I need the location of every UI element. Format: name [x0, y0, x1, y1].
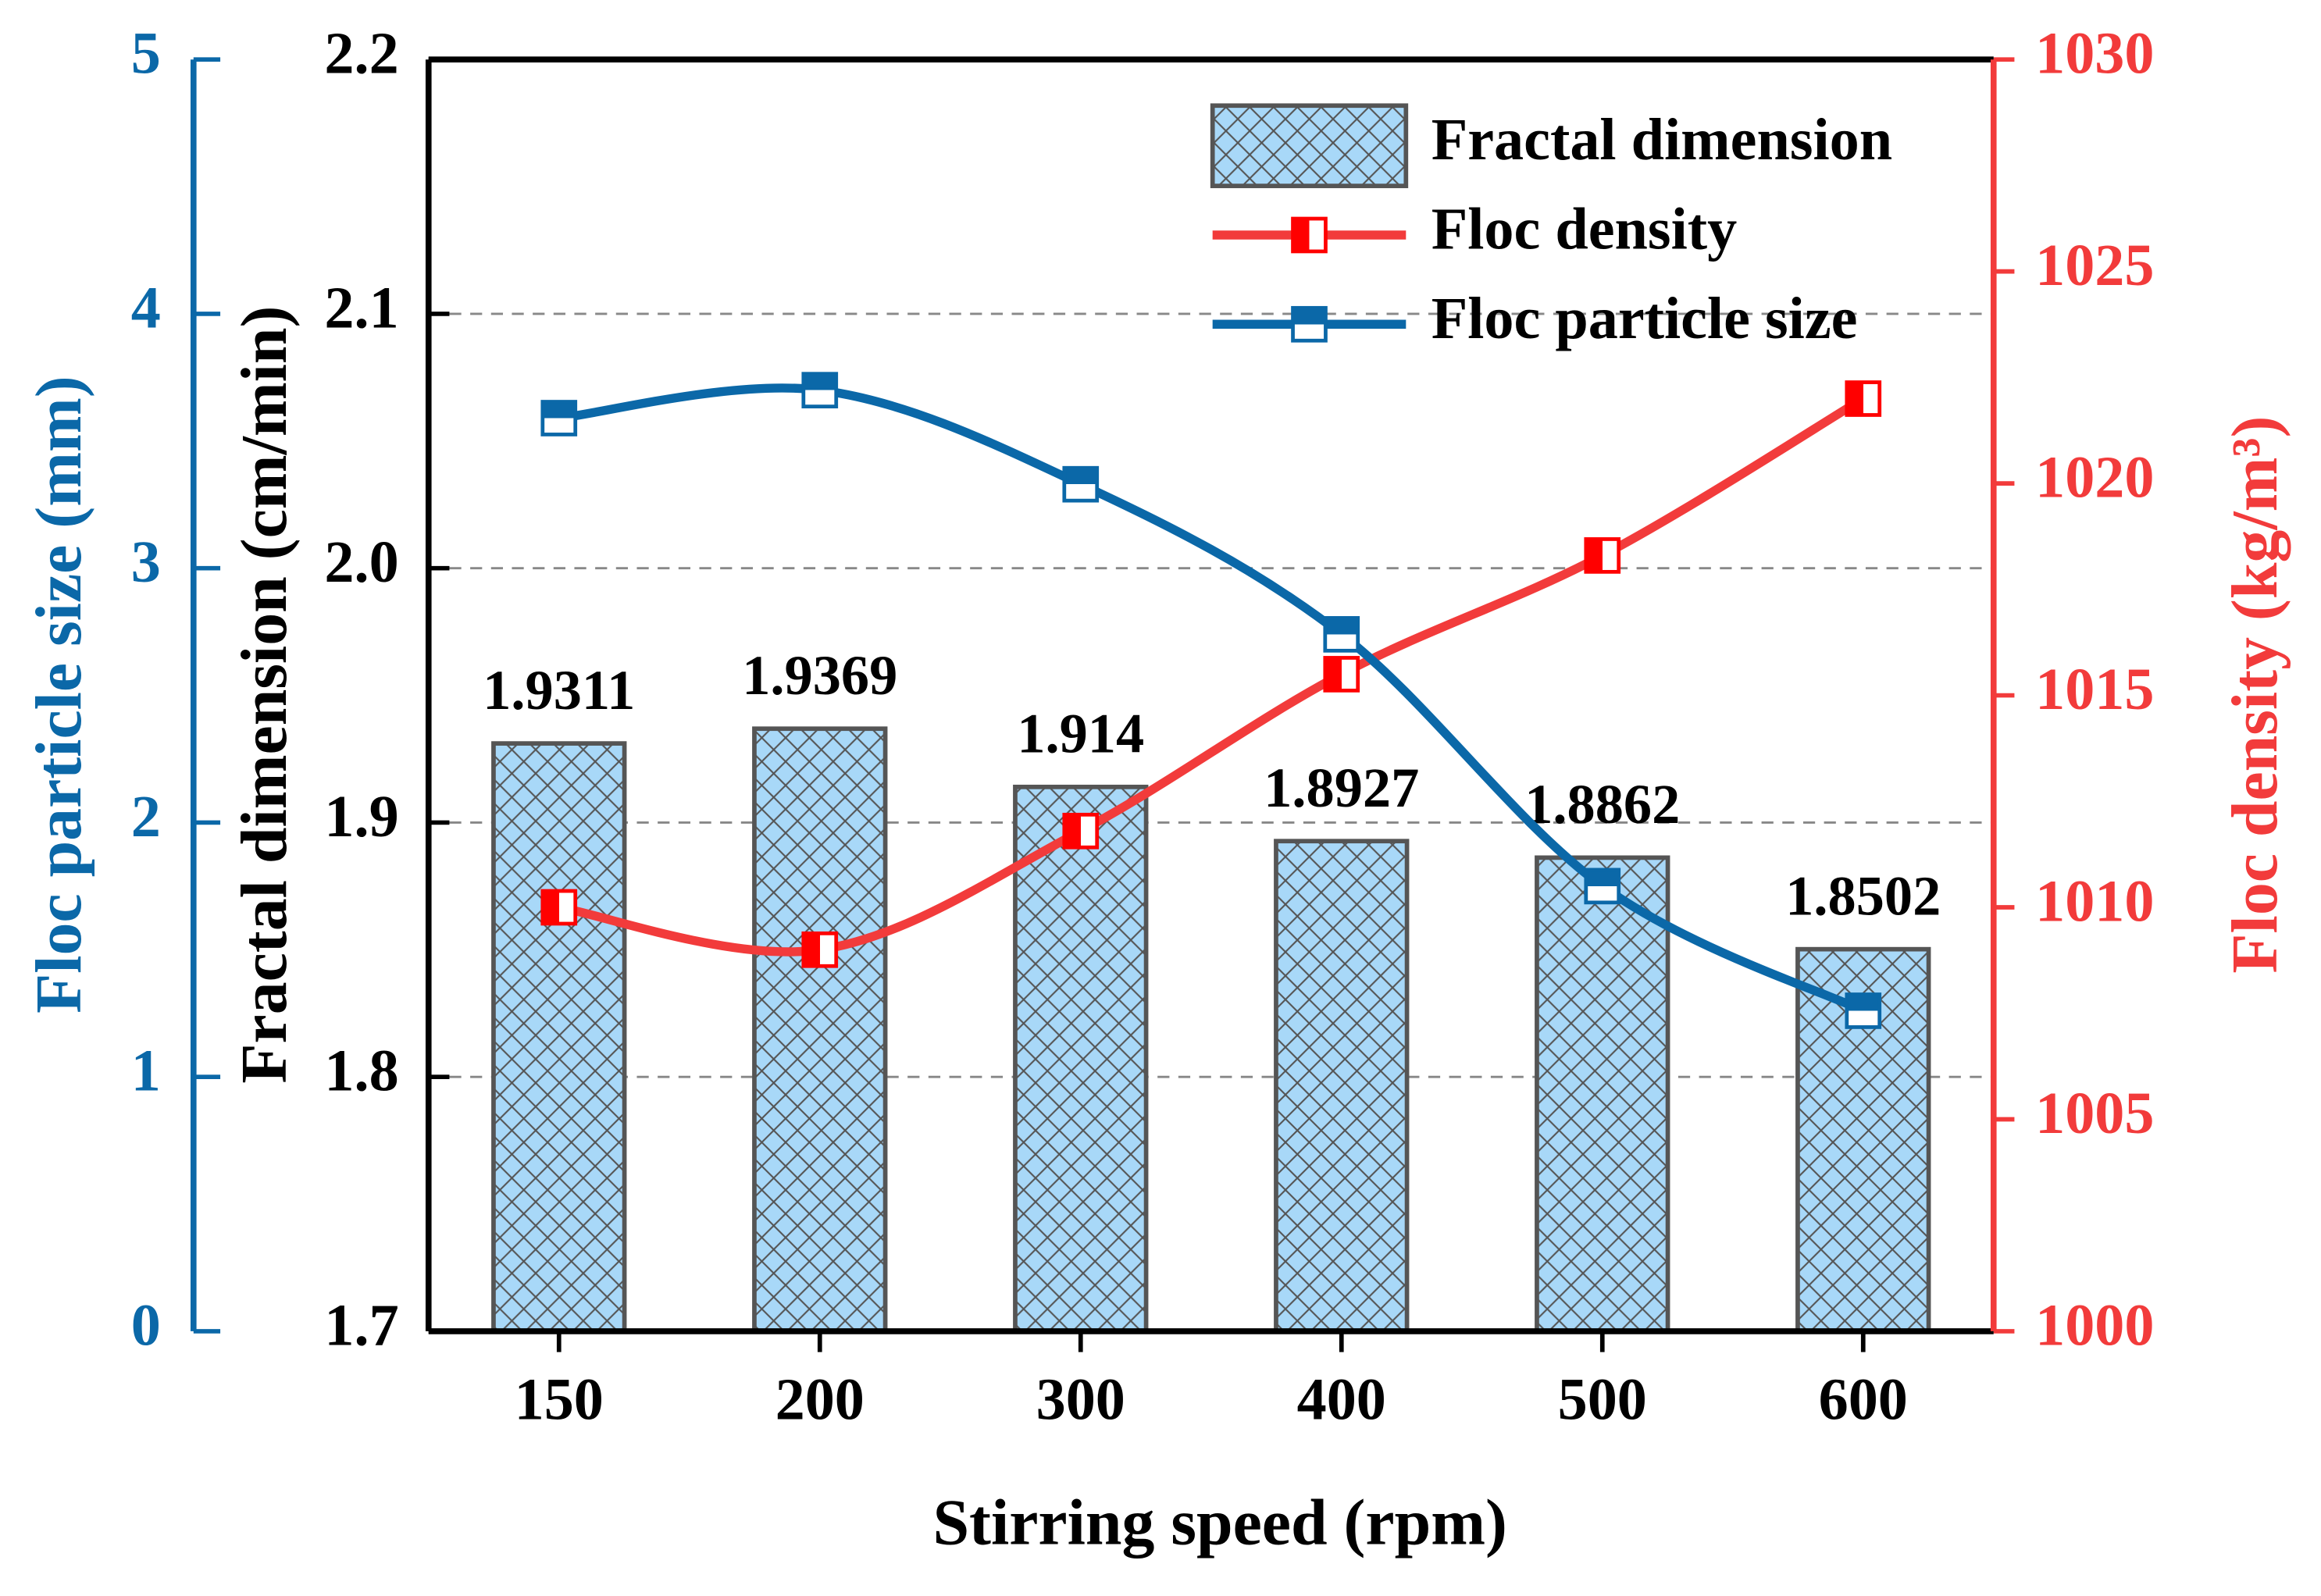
y-tick-label: 1.8	[324, 1038, 398, 1104]
bar-value-label: 1.914	[1017, 702, 1144, 764]
y3-tick-label: 3	[131, 529, 161, 595]
marker	[1584, 867, 1621, 905]
marker	[1062, 812, 1100, 850]
bar-value-label: 1.8862	[1524, 773, 1680, 835]
marker	[540, 889, 578, 926]
marker	[1845, 380, 1882, 417]
bar-value-label: 1.8502	[1785, 864, 1941, 927]
y2-tick-label: 1030	[2035, 21, 2154, 87]
bar-value-label: 1.9369	[742, 644, 897, 707]
legend-label: Fractal dimension	[1431, 107, 1892, 173]
y2-tick-label: 1005	[2035, 1081, 2154, 1146]
y-tick-label: 2.0	[324, 529, 398, 595]
marker	[1584, 537, 1621, 574]
legend-marker	[1291, 216, 1328, 254]
x-tick-label: 200	[775, 1367, 865, 1433]
bar	[1013, 784, 1149, 1334]
x-axis-title: Stirring speed (rpm)	[932, 1487, 1506, 1559]
marker	[801, 372, 839, 409]
y3-tick-label: 5	[131, 21, 161, 87]
x-tick-label: 500	[1558, 1367, 1647, 1433]
bar	[1274, 839, 1410, 1334]
x-tick-label: 150	[515, 1367, 604, 1433]
y-tick-label: 2.2	[324, 21, 398, 87]
legend-marker	[1291, 305, 1328, 343]
marker	[1062, 465, 1100, 503]
marker	[1323, 616, 1360, 653]
y3-axis-title: Floc particle size (mm)	[23, 376, 95, 1014]
y2-tick-label: 1000	[2035, 1292, 2154, 1358]
y2-tick-label: 1025	[2035, 233, 2154, 298]
bar	[752, 726, 888, 1334]
bar-value-label: 1.9311	[483, 659, 635, 721]
marker	[540, 400, 578, 436]
marker	[1323, 656, 1360, 693]
y2-tick-label: 1010	[2035, 868, 2154, 934]
legend-label: Floc particle size	[1431, 286, 1858, 351]
y2-axis-title: Floc density (kg/m³)	[2219, 416, 2291, 974]
y-axis-title: Fractal dimension (cm/min)	[228, 306, 301, 1084]
line	[558, 394, 1866, 957]
y-tick-label: 1.9	[324, 784, 398, 850]
y3-tick-label: 0	[131, 1292, 161, 1358]
y3-tick-label: 4	[131, 275, 161, 340]
y3-tick-label: 2	[131, 784, 161, 850]
marker	[801, 931, 839, 968]
y2-tick-label: 1020	[2035, 445, 2154, 511]
line	[558, 383, 1866, 1015]
bar	[1535, 855, 1670, 1334]
bar	[491, 741, 627, 1334]
y3-tick-label: 1	[131, 1038, 161, 1104]
bar-value-label: 1.8927	[1264, 757, 1419, 819]
x-tick-label: 300	[1036, 1367, 1125, 1433]
y-tick-label: 1.7	[324, 1292, 398, 1358]
legend-swatch	[1210, 103, 1409, 188]
x-tick-label: 600	[1819, 1367, 1908, 1433]
y-tick-label: 2.1	[324, 275, 398, 340]
legend-label: Floc density	[1431, 196, 1738, 262]
x-tick-label: 400	[1297, 1367, 1386, 1433]
y2-tick-label: 1015	[2035, 657, 2154, 722]
marker	[1845, 992, 1882, 1029]
